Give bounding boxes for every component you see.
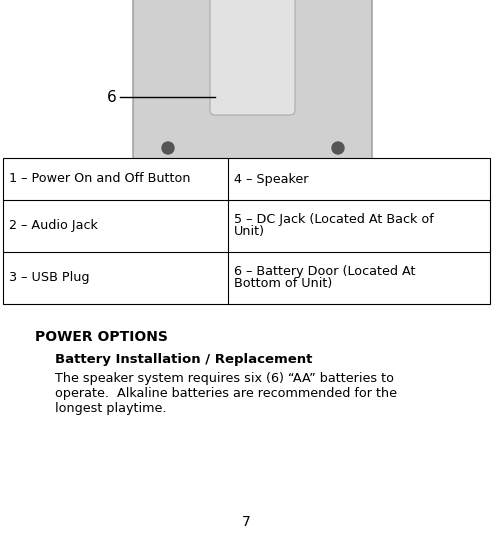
Circle shape [162, 142, 174, 154]
Text: POWER OPTIONS: POWER OPTIONS [35, 330, 168, 344]
Text: 4 – Speaker: 4 – Speaker [234, 173, 309, 186]
FancyBboxPatch shape [210, 0, 295, 115]
Text: 5 – DC Jack (Located At Back of: 5 – DC Jack (Located At Back of [234, 214, 434, 226]
Bar [3, 158, 490, 304]
Text: 6 – Battery Door (Located At: 6 – Battery Door (Located At [234, 265, 416, 279]
Text: 3 – USB Plug: 3 – USB Plug [9, 272, 90, 285]
Text: 2 – Audio Jack: 2 – Audio Jack [9, 220, 98, 232]
Text: Bottom of Unit): Bottom of Unit) [234, 278, 332, 291]
Text: The speaker system requires six (6) “AA” batteries to: The speaker system requires six (6) “AA”… [55, 372, 394, 385]
FancyBboxPatch shape [133, 0, 372, 172]
Text: 7: 7 [242, 515, 250, 529]
Text: longest playtime.: longest playtime. [55, 402, 167, 415]
Text: Battery Installation / Replacement: Battery Installation / Replacement [55, 353, 313, 366]
Text: 1 – Power On and Off Button: 1 – Power On and Off Button [9, 173, 190, 186]
Text: operate.  Alkaline batteries are recommended for the: operate. Alkaline batteries are recommen… [55, 387, 397, 400]
Text: 6: 6 [107, 89, 117, 104]
Text: Unit): Unit) [234, 225, 265, 238]
Circle shape [332, 142, 344, 154]
